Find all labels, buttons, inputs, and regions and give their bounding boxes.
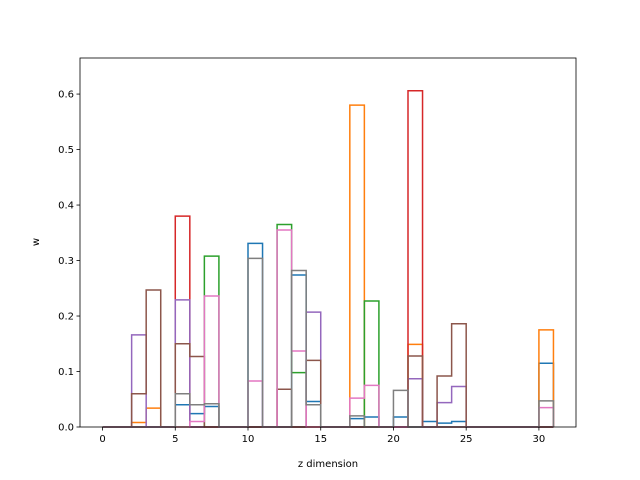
plot-background (80, 58, 576, 427)
y-tick-label-4: 0.4 (58, 201, 74, 212)
x-axis-label: z dimension (298, 459, 358, 470)
x-tick-label-2: 10 (242, 434, 255, 445)
y-tick-label-2: 0.2 (58, 312, 74, 323)
x-tick-label-4: 20 (387, 434, 400, 445)
y-tick-label-6: 0.6 (58, 90, 74, 101)
x-tick-label-1: 5 (172, 434, 178, 445)
y-tick-label-1: 0.1 (58, 367, 74, 378)
axes-layer: 0 5 10 15 20 25 30 0.0 0.1 0.2 0.3 0.4 0.5 0.6 (58, 57, 577, 445)
y-tick-label-5: 0.5 (58, 145, 74, 156)
x-tick-label-5: 25 (460, 434, 473, 445)
y-axis-label: w (31, 238, 42, 246)
plot-frame (79, 57, 577, 428)
x-tick-label-3: 15 (314, 434, 327, 445)
y-tick-label-0: 0.0 (58, 423, 74, 434)
y-tick-label-3: 0.3 (58, 256, 74, 267)
x-tick-label-0: 0 (99, 434, 105, 445)
x-tick-label-6: 30 (533, 434, 546, 445)
